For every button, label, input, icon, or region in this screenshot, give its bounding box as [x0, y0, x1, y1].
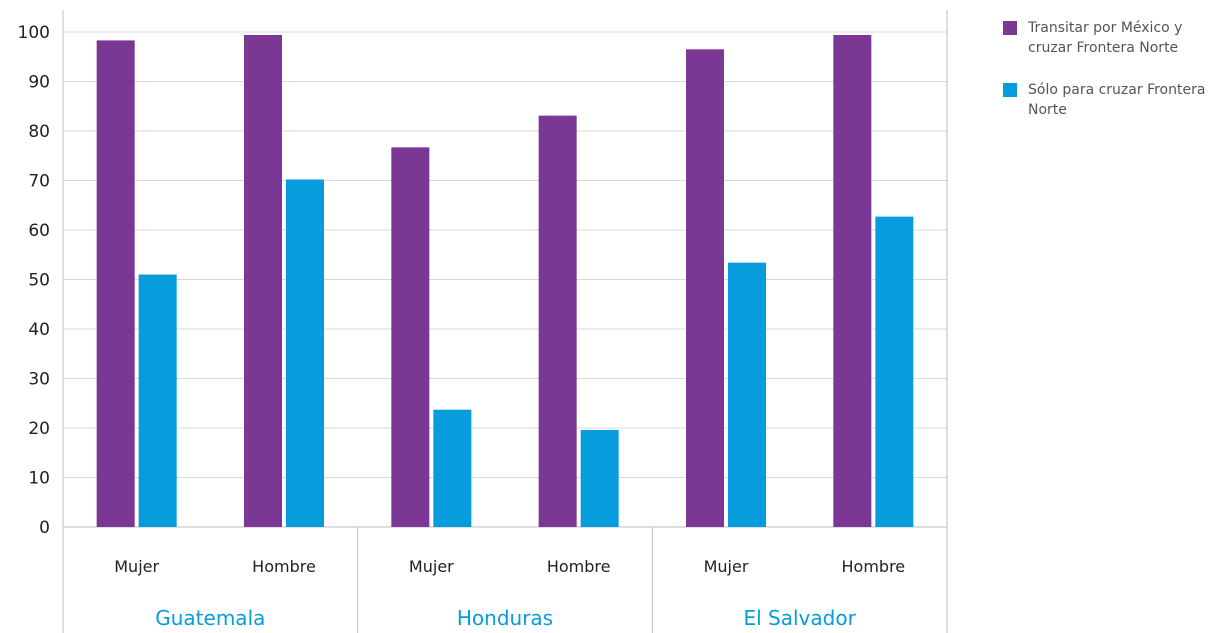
category-label-honduras-mujer: Mujer [409, 557, 454, 576]
bar-el-salvador-hombre-series-2 [875, 216, 914, 527]
legend-swatch-solo-cruzar [1003, 83, 1017, 97]
y-tick-label-20: 20 [28, 419, 50, 439]
bar-honduras-mujer-series-2 [433, 409, 472, 527]
bar-guatemala-hombre-series-2 [286, 179, 324, 527]
bar-honduras-hombre-series-2 [580, 429, 619, 527]
legend-swatch-transitar [1003, 21, 1017, 35]
y-tick-label-80: 80 [28, 122, 50, 142]
y-tick-label-50: 50 [28, 271, 50, 291]
y-tick-label-100: 100 [18, 23, 50, 43]
legend-label-solo-cruzar: Sólo para cruzar Frontera Norte [1028, 82, 1206, 118]
group-label-honduras: Honduras [457, 606, 553, 630]
category-label-honduras-hombre: Hombre [547, 557, 611, 576]
bar-guatemala-hombre-series-1 [244, 34, 282, 527]
legend-label-transitar: Transitar por México y cruzar Frontera N… [1028, 20, 1183, 56]
category-label-el-salvador-mujer: Mujer [704, 557, 749, 576]
y-tick-label-90: 90 [28, 73, 50, 93]
category-label-guatemala-hombre: Hombre [252, 557, 316, 576]
y-tick-label-40: 40 [28, 320, 50, 340]
category-label-guatemala-mujer: Mujer [114, 557, 159, 576]
group-label-guatemala: Guatemala [155, 606, 265, 630]
y-tick-label-70: 70 [28, 172, 50, 192]
legend: Transitar por México y cruzar Frontera N… [1003, 18, 1213, 142]
bar-el-salvador-mujer-series-1 [686, 49, 724, 527]
bar-el-salvador-hombre-series-1 [833, 34, 872, 527]
y-tick-label-30: 30 [28, 370, 50, 390]
y-tick-label-60: 60 [28, 221, 50, 241]
legend-item-solo-cruzar: Sólo para cruzar Frontera Norte [1003, 80, 1213, 120]
legend-item-transitar: Transitar por México y cruzar Frontera N… [1003, 18, 1213, 58]
y-tick-label-10: 10 [28, 469, 50, 489]
bar-honduras-mujer-series-1 [391, 147, 430, 527]
bar-guatemala-mujer-series-1 [96, 40, 135, 527]
category-label-el-salvador-hombre: Hombre [842, 557, 906, 576]
y-tick-label-0: 0 [39, 518, 50, 538]
group-label-el-salvador: El Salvador [744, 606, 857, 630]
bar-honduras-hombre-series-1 [538, 115, 577, 527]
bar-el-salvador-mujer-series-2 [728, 262, 766, 527]
bar-guatemala-mujer-series-2 [138, 274, 177, 527]
